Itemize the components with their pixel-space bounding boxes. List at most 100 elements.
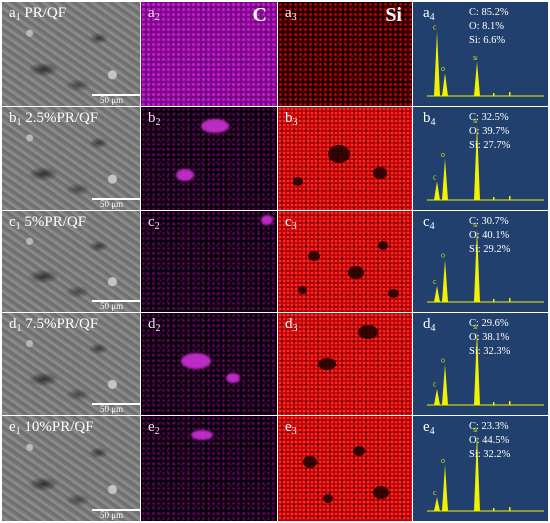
- panel-label-c1: c1 5%PR/QF: [9, 214, 87, 232]
- composition-e4: C: 23.3% O: 44.5% Si: 32.2%: [469, 420, 510, 462]
- panel-label-d4: d4: [423, 316, 436, 334]
- composition-b4: C: 32.5% O: 39.7% Si: 27.7%: [469, 111, 510, 153]
- scale-bar-label: 50 μm: [100, 510, 124, 520]
- spectrum-minor-peak: [509, 92, 511, 96]
- composition-carbon: C: 23.3%: [469, 421, 509, 432]
- spectrum-minor-peak: [493, 197, 495, 200]
- eds-spectrum-e4: C O Si e4 C: 23.3% O: 44.5% Si: 32.2%: [413, 416, 548, 521]
- spectrum-minor-peak: [509, 507, 511, 511]
- spectrum-peak-c: [434, 388, 440, 405]
- composition-d4: C: 29.6% O: 38.1% Si: 32.3%: [469, 317, 510, 359]
- panel-label-e1: e1 10%PR/QF: [9, 419, 94, 437]
- spectrum-peak-c: [434, 181, 440, 200]
- spectrum-peak-o: [442, 73, 448, 96]
- eds-spectrum-a4: C O Si a4 C: 85.2% O: 8.1% Si: 6.6%: [413, 2, 548, 106]
- composition-carbon: C: 85.2%: [469, 7, 509, 18]
- silicon-map-c3: c3: [278, 211, 412, 312]
- sem-image-d1: d1 7.5%PR/QF 50 μm: [2, 313, 140, 415]
- panel-label-c3: c3: [285, 214, 297, 232]
- spectrum-peak-label: Si: [473, 223, 478, 229]
- panel-label-a1: a1 PR/QF: [9, 5, 67, 23]
- spectrum-peak-label: C: [433, 491, 437, 497]
- eds-spectrum-plot: C O Si: [427, 119, 544, 201]
- spectrum-minor-peak: [493, 402, 495, 405]
- carbon-map-c2: c2: [141, 211, 277, 312]
- spectrum-peak-label: O: [441, 153, 445, 159]
- spectrum-peak-label: O: [441, 254, 445, 260]
- scale-bar: [92, 94, 140, 96]
- composition-oxygen: O: 44.5%: [469, 435, 510, 446]
- spectrum-minor-peak: [509, 298, 511, 302]
- panel-label-a2: a2: [148, 5, 160, 23]
- composition-carbon: C: 32.5%: [469, 112, 509, 123]
- spectrum-peak-c: [434, 285, 440, 302]
- scale-bar: [92, 509, 140, 511]
- panel-label-d1: d1 7.5%PR/QF: [9, 316, 99, 334]
- spectrum-minor-peak: [493, 299, 495, 302]
- eds-spectrum-b4: C O Si b4 C: 32.5% O: 39.7% Si: 27.7%: [413, 107, 548, 210]
- scale-bar-label: 50 μm: [100, 301, 124, 311]
- carbon-map-tag: C: [252, 4, 267, 26]
- spectrum-peak-si: [474, 125, 480, 200]
- silicon-map-tag: Si: [385, 4, 402, 26]
- spectrum-peak-si: [474, 229, 480, 302]
- spectrum-peak-c: [434, 31, 440, 96]
- carbon-map-d2: d2: [141, 313, 277, 415]
- panel-label-e3: e3: [285, 419, 297, 437]
- spectrum-peak-label: O: [441, 358, 445, 364]
- spectrum-peak-label: Si: [473, 119, 478, 125]
- panel-label-a4: a4: [423, 5, 435, 23]
- panel-label-b1: b1 2.5%PR/QF: [9, 110, 99, 128]
- panel-label-e4: e4: [423, 419, 435, 437]
- eds-spectrum-plot: C O Si: [427, 325, 544, 406]
- spectrum-peak-label: C: [433, 280, 437, 286]
- panel-label-c2: c2: [148, 214, 160, 232]
- panel-label-b3: b3: [285, 110, 298, 128]
- carbon-map-b2: b2: [141, 107, 277, 210]
- composition-silicon: Si: 32.3%: [469, 346, 511, 357]
- spectrum-peak-label: Si: [473, 325, 478, 331]
- spectrum-peak-o: [442, 364, 448, 405]
- sem-image-b1: b1 2.5%PR/QF 50 μm: [2, 107, 140, 210]
- spectrum-peak-label: O: [441, 67, 445, 73]
- spectrum-minor-peak: [493, 508, 495, 511]
- carbon-map-e2: e2: [141, 416, 277, 521]
- composition-silicon: Si: 6.6%: [469, 35, 506, 46]
- spectrum-peak-label: O: [441, 459, 445, 465]
- composition-carbon: C: 29.6%: [469, 318, 509, 329]
- panel-label-e2: e2: [148, 419, 160, 437]
- composition-silicon: Si: 27.7%: [469, 140, 511, 151]
- composition-a4: C: 85.2% O: 8.1% Si: 6.6%: [469, 6, 509, 48]
- eds-spectrum-plot: C O Si: [427, 428, 544, 512]
- scale-bar-label: 50 μm: [100, 404, 124, 414]
- scale-bar-label: 50 μm: [100, 95, 124, 105]
- spectrum-peak-si: [474, 61, 480, 96]
- panel-label-d3: d3: [285, 316, 298, 334]
- spectrum-peak-o: [442, 158, 448, 200]
- spectrum-peak-label: C: [433, 25, 437, 31]
- composition-oxygen: O: 40.1%: [469, 230, 510, 241]
- composition-c4: C: 30.7% O: 40.1% Si: 29.2%: [469, 215, 510, 257]
- panel-label-a3: a3: [285, 5, 297, 23]
- composition-carbon: C: 30.7%: [469, 216, 509, 227]
- panel-label-b4: b4: [423, 110, 436, 128]
- composition-oxygen: O: 8.1%: [469, 21, 504, 32]
- silicon-map-a3: a3 Si: [278, 2, 412, 106]
- spectrum-peak-label: C: [433, 175, 437, 181]
- silicon-map-e3: e3: [278, 416, 412, 521]
- spectrum-peak-si: [474, 331, 480, 405]
- eds-spectrum-d4: C O Si d4 C: 29.6% O: 38.1% Si: 32.3%: [413, 313, 548, 415]
- composition-oxygen: O: 38.1%: [469, 332, 510, 343]
- eds-spectrum-plot: C O Si: [427, 25, 544, 97]
- scale-bar: [92, 403, 140, 405]
- eds-spectrum-plot: C O Si: [427, 223, 544, 303]
- panel-label-d2: d2: [148, 316, 161, 334]
- silicon-map-d3: d3: [278, 313, 412, 415]
- carbon-map-a2: a2 C: [141, 2, 277, 106]
- composition-oxygen: O: 39.7%: [469, 126, 510, 137]
- spectrum-peak-si: [474, 434, 480, 511]
- silicon-map-b3: b3: [278, 107, 412, 210]
- panel-label-c4: c4: [423, 214, 435, 232]
- scale-bar-label: 50 μm: [100, 199, 124, 209]
